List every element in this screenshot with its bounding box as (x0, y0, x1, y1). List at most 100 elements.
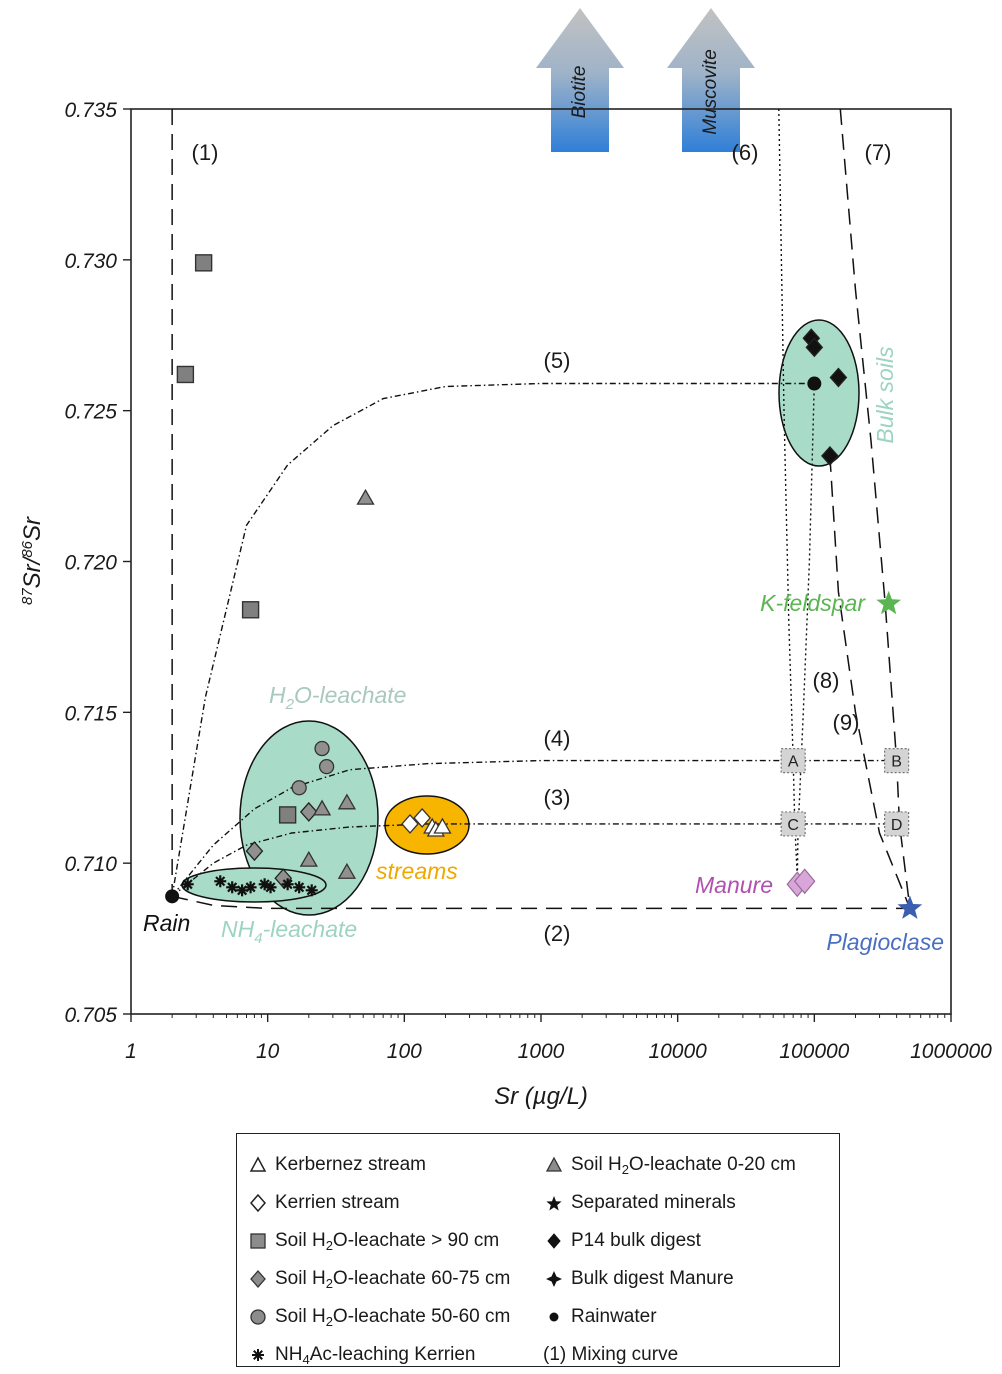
muscovite-arrow-label: Muscovite (700, 49, 721, 135)
legend-symbol-dot (549, 1312, 559, 1322)
legend-item: (1) Mixing curve (543, 1336, 796, 1374)
curve-label-8: (8) (813, 668, 840, 693)
soil-h2o-leachate-90-cm-point-1 (176, 365, 195, 384)
manure-point-1 (793, 868, 816, 895)
h2o-leachate-label: H2O-leachate (269, 682, 406, 713)
y-axis-title: 87Sr/86Sr (19, 516, 46, 605)
legend-item-label: Soil H2O-leachate > 90 cm (275, 1230, 499, 1253)
kerrien-stream-point-0 (401, 813, 419, 834)
legend-item-label-part-2: O-leachate 50-60 cm (332, 1305, 511, 1327)
legend-item-label-subscript: 2 (325, 1275, 333, 1291)
rainwater-point-12-0 (807, 376, 822, 391)
legend-item-label: P14 bulk digest (571, 1230, 701, 1251)
legend-item-label: (1) Mixing curve (543, 1344, 679, 1365)
legend-symbol-star-shape (546, 1196, 562, 1211)
legend-item-label-part-1: Soil H (571, 1153, 622, 1175)
legend-item-label: Bulk digest Manure (571, 1268, 734, 1289)
legend-item-label-part-1: NH (275, 1343, 303, 1365)
mixing-curve-5 (171, 382, 815, 897)
endmember-label-b: B (891, 754, 902, 771)
rainwater-point-11-0 (165, 889, 180, 904)
y-tick-label-5: 0.730 (64, 250, 117, 273)
legend-item-label-part-2: O-leachate 60-75 cm (332, 1267, 511, 1289)
plagioclase-label: Plagioclase (826, 929, 944, 955)
y-tick-label-6: 0.735 (64, 99, 117, 122)
manure-label: Manure (695, 872, 773, 898)
y-tick-label-2: 0.715 (64, 702, 117, 725)
legend-item-label-subscript: 2 (325, 1313, 333, 1329)
mixing-curve-9 (829, 455, 911, 909)
endmember-box-c (780, 811, 806, 837)
y-axis-title-part-2: Sr (19, 516, 46, 541)
x-axis-title: Sr (µg/L) (494, 1083, 588, 1110)
mixing-curve-6 (778, 108, 798, 879)
soil-h2o-leachate-90-cm-point-0 (194, 254, 213, 272)
p14-bulk-digest-point-2 (829, 367, 848, 388)
nh4-leachate-label-part-2: -leachate (263, 916, 358, 942)
x-tick-label-2: 100 (387, 1040, 422, 1063)
legend-item: Soil H2O-leachate 0-20 cm (543, 1146, 796, 1184)
y-axis-title-sup-2: 86 (19, 540, 36, 557)
p14-bulk-digest-point-3 (821, 445, 839, 466)
soil-h2o-leachate-90-cm-point-2 (241, 601, 260, 619)
legend-item-label: Kerbernez stream (275, 1154, 427, 1175)
mineral-arrows: Biotite Muscovite (536, 8, 755, 152)
chart: Biotite Muscovite A B C D 1 10 100 1000 10000 100… (19, 8, 992, 1110)
annotations: (1) (2) (3) (4) (5) (6) (7) (8) (9) H2O-leachate N… (143, 140, 944, 955)
legend-item-label-subscript: 4 (302, 1351, 310, 1367)
kerrien-stream-point-1 (413, 807, 432, 828)
curve-label-3: (3) (544, 785, 571, 810)
x-tick-label-3: 1000 (518, 1040, 565, 1063)
legend-item-label-part-2: O-leachate > 90 cm (332, 1229, 500, 1251)
curve-label-7: (7) (865, 140, 892, 165)
legend-symbol-triangle-open (249, 1156, 267, 1172)
legend-item: Soil H2O-leachate > 90 cm (247, 1222, 510, 1260)
legend-column-1: Kerbernez stream Kerrien stream Soil H2O-l… (247, 1146, 510, 1374)
y-tick-label-4: 0.725 (64, 401, 117, 424)
endmember-label-a: A (788, 754, 799, 771)
legend-symbol-diamond (250, 1270, 266, 1288)
legend-item: Bulk digest Manure (543, 1260, 796, 1298)
muscovite-arrow (667, 8, 755, 152)
legend-item-label: Kerrien stream (275, 1192, 400, 1213)
nh4ac-leaching-kerrien-point-4 (244, 881, 257, 894)
legend-symbol-circle (250, 1309, 266, 1325)
legend-item: Soil H2O-leachate 50-60 cm (247, 1298, 510, 1336)
soil-h2o-leachate-50-60-cm-point-2 (318, 758, 335, 775)
legend-item: Kerrien stream (247, 1184, 510, 1222)
legend-item-label: Separated minerals (571, 1192, 736, 1213)
legend-item: Soil H2O-leachate 60-75 cm (247, 1260, 510, 1298)
nh4ac-leaching-kerrien-point-1 (214, 875, 227, 888)
legend-symbol-triangle-shape (545, 1156, 563, 1172)
separated-minerals-point-0 (876, 590, 902, 615)
mixing-curve-3 (171, 823, 897, 897)
mixing-curve-2 (171, 895, 910, 910)
soil-h2o-leachate-60-75-cm-point-1 (299, 801, 318, 822)
bulk-soils-label: Bulk soils (872, 346, 898, 444)
legend-symbol-diamond-open-shape (250, 1193, 266, 1213)
mixing-curve-7 (839, 108, 911, 909)
soil-h2o-leachate-0-20-cm-point-3 (299, 850, 318, 867)
legend-item-label: Soil H2O-leachate 60-75 cm (275, 1268, 510, 1291)
curve-label-4: (4) (544, 726, 571, 751)
legend-symbol-circle-shape (250, 1309, 266, 1325)
x-tick-label-6: 1000000 (910, 1040, 992, 1063)
soil-h2o-leachate-50-60-cm-point-0 (291, 780, 307, 796)
x-tick-label-0: 1 (125, 1040, 137, 1063)
x-tick-label-5: 100000 (779, 1040, 849, 1063)
nh4ac-leaching-kerrien-point-2 (226, 881, 239, 894)
endmember-boxes: A B C D (780, 747, 910, 837)
legend-symbol-square-shape (250, 1233, 266, 1249)
legend-item-label-part-2: Ac-leaching Kerrien (309, 1343, 476, 1365)
nh4-leachate-label: NH4-leachate (221, 916, 357, 947)
legend-symbol-star (546, 1196, 562, 1211)
soil-h2o-leachate-0-20-cm-point-0 (356, 488, 375, 505)
y-tick-label-1: 0.710 (64, 853, 117, 876)
x-tick-label-4: 10000 (648, 1040, 707, 1063)
nh4ac-leaching-kerrien-point-8 (293, 881, 306, 894)
curve-label-6: (6) (732, 140, 759, 165)
endmember-label-c: C (787, 817, 799, 834)
legend-item-label-subscript: 2 (325, 1237, 333, 1253)
p14-bulk-digest-point-1 (805, 337, 824, 358)
legend-item-label: Rainwater (571, 1306, 657, 1327)
